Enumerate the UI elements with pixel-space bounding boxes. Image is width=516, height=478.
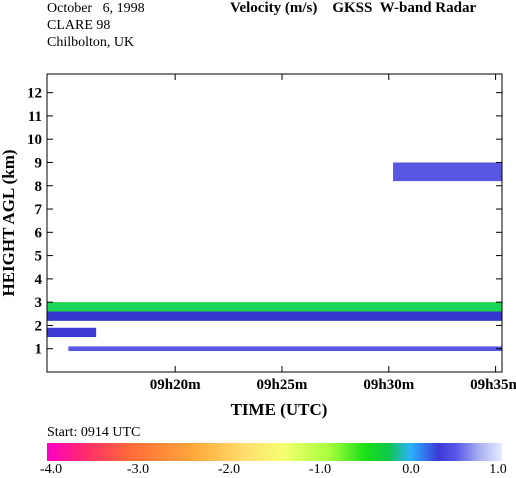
y-tick-label: 8 [35,179,43,195]
y-tick-label: 2 [35,318,43,334]
colorbar-tick-label: 0.0 [402,462,420,477]
y-tick-label: 12 [27,86,42,102]
x-axis-label: TIME (UTC) [231,400,328,419]
chart-title: Velocity (m/s) GKSS W-band Radar [230,0,477,16]
velocity-layers [47,162,502,352]
location-label: Chilbolton, UK [47,35,135,50]
y-tick-label: 9 [35,155,43,171]
y-tick-label: 1 [35,342,43,358]
colorbar-tick-label: -3.0 [126,462,150,477]
y-tick-label: 5 [35,249,43,265]
start-time-label: Start: 0914 UTC [47,425,141,440]
colorbar-tick-label: -1.0 [308,462,332,477]
date-label: October 6, 1998 [47,1,145,16]
x-tick-label: 09h20m [150,377,201,393]
y-tick-label: 6 [35,225,43,241]
layer-3 [68,346,502,352]
y-tick-label: 11 [28,109,42,125]
y-tick-label: 7 [35,202,43,218]
colorbar-tick-label: 1.0 [489,462,507,477]
main-cloud-base [47,311,502,321]
plot-frame [46,73,503,373]
x-tick-label: 09h30m [363,377,414,393]
x-axis-ticks: 09h20m 09h25m 09h30m 09h35m [150,74,516,393]
y-tick-label: 4 [35,272,43,288]
layer-2 [47,327,97,338]
y-tick-label: 3 [35,295,43,311]
campaign-label: CLARE 98 [47,18,111,33]
x-tick-label: 09h25m [257,377,308,393]
layer-0 [393,162,502,182]
colorbar-tick-label: -4.0 [39,462,63,477]
main-cloud-core [47,303,502,311]
y-tick-label: 10 [27,132,42,148]
y-axis-label: HEIGHT AGL (km) [0,149,18,296]
colorbar-tick-label: -2.0 [217,462,241,477]
velocity-colorbar [47,443,502,461]
x-tick-label: 09h35m [470,377,516,393]
